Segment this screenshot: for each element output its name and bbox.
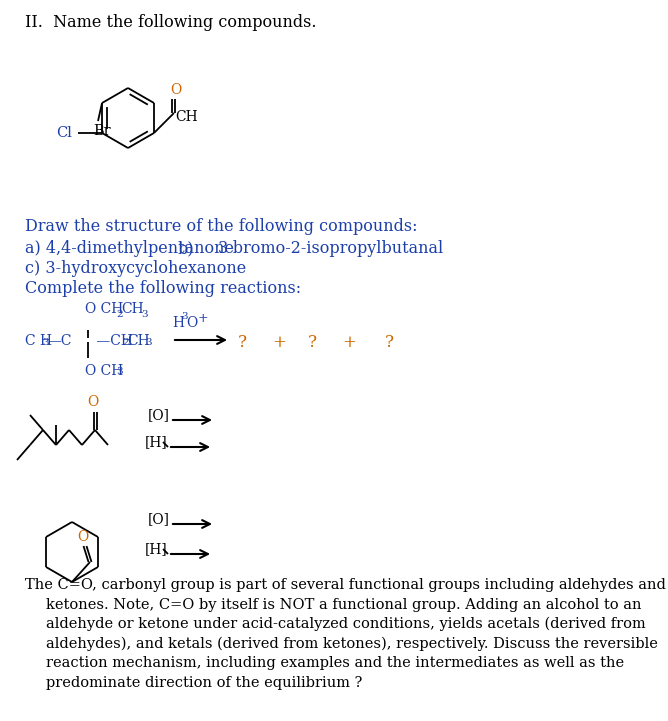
Text: reaction mechanism, including examples and the intermediates as well as the: reaction mechanism, including examples a… xyxy=(46,656,624,670)
Text: 3: 3 xyxy=(145,338,152,347)
Text: [H]: [H] xyxy=(145,542,168,556)
Text: CH: CH xyxy=(121,302,144,316)
Text: ?: ? xyxy=(308,334,317,351)
Text: O CH: O CH xyxy=(85,364,124,378)
Text: +: + xyxy=(342,334,356,351)
Text: 2: 2 xyxy=(116,310,123,319)
Text: aldehyde or ketone under acid-catalyzed conditions, yields acetals (derived from: aldehyde or ketone under acid-catalyzed … xyxy=(46,617,646,632)
Text: O: O xyxy=(87,395,98,409)
Text: 3: 3 xyxy=(116,367,123,376)
Text: 3: 3 xyxy=(141,310,148,319)
Text: H: H xyxy=(172,316,184,330)
Text: +: + xyxy=(198,312,208,325)
Text: O: O xyxy=(170,83,181,97)
Text: 3: 3 xyxy=(42,338,49,347)
Text: —C: —C xyxy=(47,334,71,348)
Text: predominate direction of the equilibrium ?: predominate direction of the equilibrium… xyxy=(46,676,362,689)
Text: Cl: Cl xyxy=(56,126,72,140)
Text: [O]: [O] xyxy=(148,408,170,422)
Text: 3-bromo-2-isopropylbutanal: 3-bromo-2-isopropylbutanal xyxy=(218,240,444,257)
Text: —CH: —CH xyxy=(92,334,133,348)
Text: 2: 2 xyxy=(122,338,129,347)
Text: II.  Name the following compounds.: II. Name the following compounds. xyxy=(25,14,317,31)
Text: b): b) xyxy=(178,240,194,257)
Text: ?: ? xyxy=(238,334,247,351)
Text: [O]: [O] xyxy=(148,512,170,526)
Text: C H: C H xyxy=(25,334,52,348)
Text: [H]: [H] xyxy=(145,435,168,449)
Text: CH: CH xyxy=(127,334,150,348)
Text: c) 3-hydroxycyclohexanone: c) 3-hydroxycyclohexanone xyxy=(25,260,246,277)
Text: Draw the structure of the following compounds:: Draw the structure of the following comp… xyxy=(25,218,418,235)
Text: The C=O, carbonyl group is part of several functional groups including aldehydes: The C=O, carbonyl group is part of sever… xyxy=(25,578,666,592)
Text: a) 4,4-dimethylpentanone: a) 4,4-dimethylpentanone xyxy=(25,240,234,257)
Text: 3: 3 xyxy=(181,312,188,321)
Text: O: O xyxy=(77,530,88,544)
Text: CH: CH xyxy=(175,110,198,124)
Text: O CH: O CH xyxy=(85,302,124,316)
Text: aldehydes), and ketals (derived from ketones), respectively. Discuss the reversi: aldehydes), and ketals (derived from ket… xyxy=(46,637,658,651)
Text: O: O xyxy=(186,316,197,330)
Text: ?: ? xyxy=(385,334,394,351)
Text: Complete the following reactions:: Complete the following reactions: xyxy=(25,280,301,297)
Text: ketones. Note, C=O by itself is NOT a functional group. Adding an alcohol to an: ketones. Note, C=O by itself is NOT a fu… xyxy=(46,598,641,611)
Text: +: + xyxy=(272,334,286,351)
Text: Br: Br xyxy=(93,124,111,138)
